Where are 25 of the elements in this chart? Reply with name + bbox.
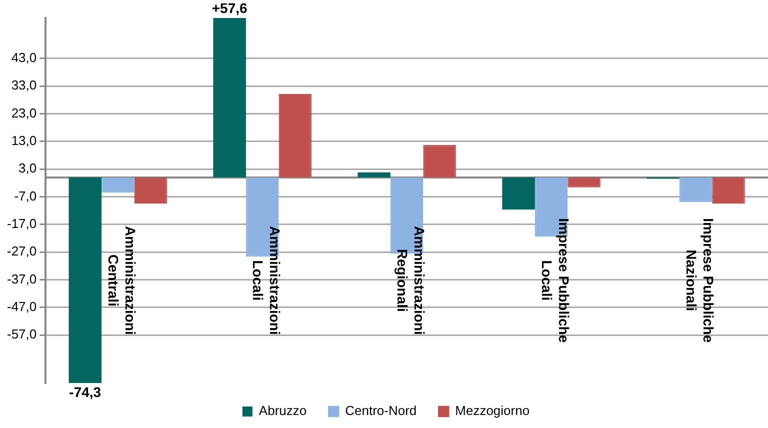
bar	[358, 172, 390, 178]
y-tick-label: 3,0	[18, 160, 37, 176]
x-tick-label: Amministrazioni Locali	[250, 226, 283, 335]
y-tick-label: -27,0	[6, 244, 37, 259]
bar	[68, 177, 102, 383]
legend-label: Mezzogiorno	[455, 403, 530, 418]
bar	[502, 177, 535, 210]
y-tick-label: 33,0	[11, 78, 37, 93]
y-tick-label: -7,0	[14, 188, 37, 204]
legend-label: Abruzzo	[258, 403, 307, 418]
y-tick-label: -57,0	[6, 326, 37, 342]
y-tick-label: 23,0	[11, 105, 37, 120]
y-tick-label: 43,0	[11, 50, 37, 65]
x-tick-label: Imprese Pubbliche Nazionali	[683, 218, 716, 343]
y-tick-label: -37,0	[6, 271, 37, 286]
data-label: -74,3	[69, 384, 102, 400]
x-tick-label: Amministrazioni Regionali	[394, 226, 428, 335]
y-tick-label: -47,0	[6, 299, 37, 314]
data-label: +57,6	[212, 0, 248, 16]
y-tick-label: 13,0	[11, 132, 37, 148]
legend-label: Centro-Nord	[345, 403, 417, 418]
x-tick-label: Imprese Pubbliche Locali	[538, 218, 572, 343]
y-tick-label: -17,0	[6, 216, 37, 232]
x-tick-label: Amministrazioni Centrali	[106, 226, 139, 335]
bar	[213, 18, 246, 178]
